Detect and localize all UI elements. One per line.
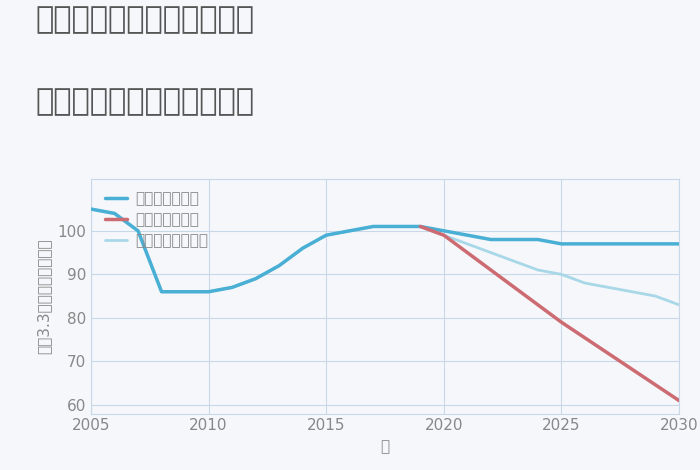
グッドシナリオ — [440, 228, 448, 234]
グッドシナリオ — [651, 241, 659, 247]
グッドシナリオ — [87, 206, 95, 212]
Line: グッドシナリオ: グッドシナリオ — [91, 209, 679, 292]
グッドシナリオ — [369, 224, 377, 229]
グッドシナリオ — [181, 289, 189, 295]
ノーマルシナリオ — [228, 284, 237, 290]
ノーマルシナリオ — [604, 284, 612, 290]
ノーマルシナリオ — [251, 276, 260, 282]
グッドシナリオ — [346, 228, 354, 234]
グッドシナリオ — [158, 289, 166, 295]
グッドシナリオ — [533, 237, 542, 243]
Text: 奈良県磯城郡三宅町但馬の: 奈良県磯城郡三宅町但馬の — [35, 5, 254, 34]
バッドシナリオ — [557, 320, 566, 325]
ノーマルシナリオ — [204, 289, 213, 295]
バッドシナリオ — [675, 398, 683, 403]
ノーマルシナリオ — [440, 232, 448, 238]
グッドシナリオ — [486, 237, 495, 243]
グッドシナリオ — [204, 289, 213, 295]
ノーマルシナリオ — [393, 224, 401, 229]
グッドシナリオ — [111, 211, 119, 216]
ノーマルシナリオ — [346, 228, 354, 234]
グッドシナリオ — [275, 263, 284, 268]
ノーマルシナリオ — [557, 272, 566, 277]
ノーマルシナリオ — [134, 228, 142, 234]
ノーマルシナリオ — [651, 293, 659, 299]
ノーマルシナリオ — [510, 258, 519, 264]
ノーマルシナリオ — [463, 241, 472, 247]
ノーマルシナリオ — [275, 263, 284, 268]
グッドシナリオ — [228, 284, 237, 290]
Text: 中古マンションの価格推移: 中古マンションの価格推移 — [35, 87, 254, 116]
ノーマルシナリオ — [369, 224, 377, 229]
Line: ノーマルシナリオ: ノーマルシナリオ — [91, 209, 679, 305]
Line: バッドシナリオ: バッドシナリオ — [420, 227, 679, 400]
グッドシナリオ — [134, 228, 142, 234]
ノーマルシナリオ — [533, 267, 542, 273]
X-axis label: 年: 年 — [380, 439, 390, 454]
グッドシナリオ — [463, 232, 472, 238]
ノーマルシナリオ — [158, 289, 166, 295]
ノーマルシナリオ — [675, 302, 683, 308]
グッドシナリオ — [298, 245, 307, 251]
ノーマルシナリオ — [486, 250, 495, 255]
グッドシナリオ — [510, 237, 519, 243]
グッドシナリオ — [628, 241, 636, 247]
グッドシナリオ — [416, 224, 424, 229]
ノーマルシナリオ — [87, 206, 95, 212]
バッドシナリオ — [416, 224, 424, 229]
ノーマルシナリオ — [322, 232, 330, 238]
グッドシナリオ — [675, 241, 683, 247]
ノーマルシナリオ — [416, 224, 424, 229]
ノーマルシナリオ — [298, 245, 307, 251]
グッドシナリオ — [581, 241, 589, 247]
Legend: グッドシナリオ, バッドシナリオ, ノーマルシナリオ: グッドシナリオ, バッドシナリオ, ノーマルシナリオ — [104, 191, 208, 248]
グッドシナリオ — [604, 241, 612, 247]
ノーマルシナリオ — [581, 280, 589, 286]
ノーマルシナリオ — [181, 289, 189, 295]
グッドシナリオ — [393, 224, 401, 229]
バッドシナリオ — [440, 232, 448, 238]
グッドシナリオ — [251, 276, 260, 282]
Y-axis label: 坪（3.3㎡）単価（万円）: 坪（3.3㎡）単価（万円） — [36, 238, 52, 354]
ノーマルシナリオ — [111, 211, 119, 216]
グッドシナリオ — [322, 232, 330, 238]
ノーマルシナリオ — [628, 289, 636, 295]
グッドシナリオ — [557, 241, 566, 247]
